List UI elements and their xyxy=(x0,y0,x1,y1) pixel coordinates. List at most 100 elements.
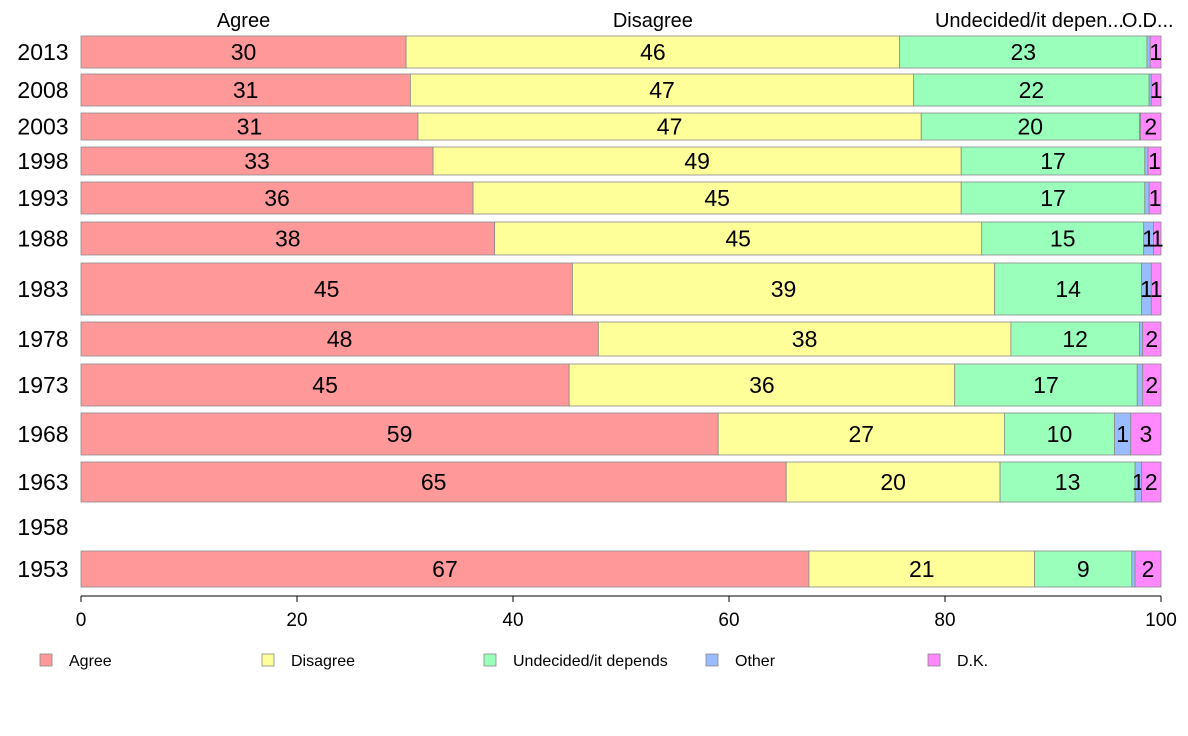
series-header-label: O... xyxy=(1122,10,1154,32)
bar-segment-agree-1973 xyxy=(80,363,570,407)
category-label-1988: 1988 xyxy=(17,226,68,252)
bar-segment-undecided-it-depends-1968 xyxy=(1004,412,1115,456)
bar-segment-disagree-1988 xyxy=(494,221,983,256)
bar-segment-agree-1968 xyxy=(80,412,719,456)
value-label: 23 xyxy=(1011,39,1037,65)
value-label: 1 xyxy=(1140,276,1153,302)
value-label: 2 xyxy=(1145,326,1158,352)
category-label-1973: 1973 xyxy=(17,372,68,398)
bar-row-2008: 31 47 22 1 xyxy=(80,73,1163,107)
value-label: 38 xyxy=(792,326,818,352)
bar-segment-other-1953 xyxy=(1131,550,1136,588)
value-label: 47 xyxy=(649,77,675,103)
bar-segment-undecided-it-depends-1988 xyxy=(981,221,1145,256)
series-header-label: D... xyxy=(1142,10,1173,32)
bar-segment-undecided-it-depends-1983 xyxy=(994,262,1142,316)
value-label: 17 xyxy=(1040,185,1066,211)
series-header-label: Undecided/it depen... xyxy=(935,10,1124,32)
bar-segment-d-k--1968 xyxy=(1130,412,1162,456)
bar-segment-disagree-2003 xyxy=(417,112,922,141)
series-header-label: Agree xyxy=(217,10,270,32)
value-label: 14 xyxy=(1055,276,1081,302)
value-label: 15 xyxy=(1050,226,1076,252)
bar-row-1983: 45 39 14 11 xyxy=(80,262,1163,316)
value-label: 2 xyxy=(1142,556,1155,582)
value-label: 1 xyxy=(1149,39,1162,65)
bar-segment-disagree-1978 xyxy=(597,321,1012,357)
legend-label: Agree xyxy=(69,653,112,670)
bar-row-1973: 45 36 17 2 xyxy=(80,363,1162,407)
value-label: 17 xyxy=(1040,148,1066,174)
value-label: 46 xyxy=(640,39,666,65)
bar-segment-agree-2008 xyxy=(80,73,411,107)
bar-segment-d-k--1998 xyxy=(1147,146,1162,176)
bar-segment-d-k--1988 xyxy=(1153,221,1162,256)
value-label: 1 xyxy=(1148,148,1161,174)
category-label-1978: 1978 xyxy=(17,326,68,352)
category-label-1958: 1958 xyxy=(17,514,68,540)
value-label: 38 xyxy=(275,226,301,252)
value-label: 45 xyxy=(312,372,338,398)
category-label-1983: 1983 xyxy=(17,276,68,302)
category-label-1953: 1953 xyxy=(17,556,68,582)
bar-row-1953: 67 21 9 2 xyxy=(80,550,1162,588)
legend-label: Other xyxy=(735,653,776,670)
bar-segment-disagree-1993 xyxy=(472,181,962,215)
value-label: 3 xyxy=(1139,421,1152,447)
value-label: 2 xyxy=(1144,114,1157,140)
x-tick-label: 40 xyxy=(502,610,523,631)
bar-row-1998: 33 49 17 1 xyxy=(80,146,1162,176)
bar-segment-disagree-2013 xyxy=(405,35,901,69)
value-label: 1 xyxy=(1150,77,1163,103)
legend-swatch xyxy=(483,653,497,667)
bar-segment-agree-1998 xyxy=(80,146,434,176)
bar-row-1993: 36 45 17 1 xyxy=(80,181,1162,215)
bar-segment-disagree-1973 xyxy=(568,363,956,407)
legend-item-d-k-: D.K. xyxy=(927,653,988,670)
legend-item-agree: Agree xyxy=(39,653,112,670)
x-tick-label: 80 xyxy=(934,610,955,631)
value-label: 31 xyxy=(237,114,263,140)
value-label: 45 xyxy=(704,185,730,211)
value-label: 17 xyxy=(1033,372,1059,398)
value-label: 49 xyxy=(684,148,710,174)
bar-row-1978: 48 38 12 2 xyxy=(80,321,1162,357)
bar-segment-d-k--2003 xyxy=(1140,112,1162,141)
value-label: 2 xyxy=(1145,469,1158,495)
category-label-1963: 1963 xyxy=(17,469,68,495)
bar-row-1988: 38 45 15 11 xyxy=(80,221,1164,256)
category-label-2013: 2013 xyxy=(17,39,68,65)
bar-segment-d-k--1983 xyxy=(1150,262,1162,316)
legend-label: Undecided/it depends xyxy=(513,653,668,670)
bar-row-2013: 30 46 23 1 xyxy=(80,35,1162,69)
series-header-labels: Agree Disagree Undecided/it depen...O...D.… xyxy=(217,10,1174,32)
bar-segment-agree-1983 xyxy=(80,262,573,316)
value-label: 59 xyxy=(387,421,413,447)
value-label: 20 xyxy=(1018,114,1044,140)
bar-segment-d-k--1993 xyxy=(1148,181,1162,215)
bar-segment-disagree-1953 xyxy=(808,550,1036,588)
value-label: 33 xyxy=(244,148,270,174)
category-label-1968: 1968 xyxy=(17,421,68,447)
bar-segment-disagree-1968 xyxy=(717,412,1005,456)
bar-segment-agree-1988 xyxy=(80,221,496,256)
category-label-2003: 2003 xyxy=(17,114,68,140)
legend-item-disagree: Disagree xyxy=(261,653,355,670)
legend-label: Disagree xyxy=(291,653,355,670)
bar-segment-disagree-2008 xyxy=(409,73,915,107)
legend: Agree Disagree Undecided/it depends Other D.… xyxy=(39,653,988,670)
bar-segment-agree-1993 xyxy=(80,181,474,215)
bar-segment-undecided-it-depends-1953 xyxy=(1034,550,1133,588)
value-label: 48 xyxy=(327,326,353,352)
series-header-label: Disagree xyxy=(613,10,693,32)
bar-row-2003: 31 47 20 2 xyxy=(80,112,1162,141)
bar-segment-undecided-it-depends-1973 xyxy=(954,363,1138,407)
bar-segment-d-k--1978 xyxy=(1142,321,1162,357)
bar-segment-d-k--1973 xyxy=(1142,363,1162,407)
legend-swatch xyxy=(927,653,941,667)
value-label: 47 xyxy=(657,114,683,140)
bar-segment-undecided-it-depends-2008 xyxy=(913,73,1150,107)
x-axis: 0 20 40 60 80 100 xyxy=(76,595,1177,631)
x-tick-label: 0 xyxy=(76,610,87,631)
